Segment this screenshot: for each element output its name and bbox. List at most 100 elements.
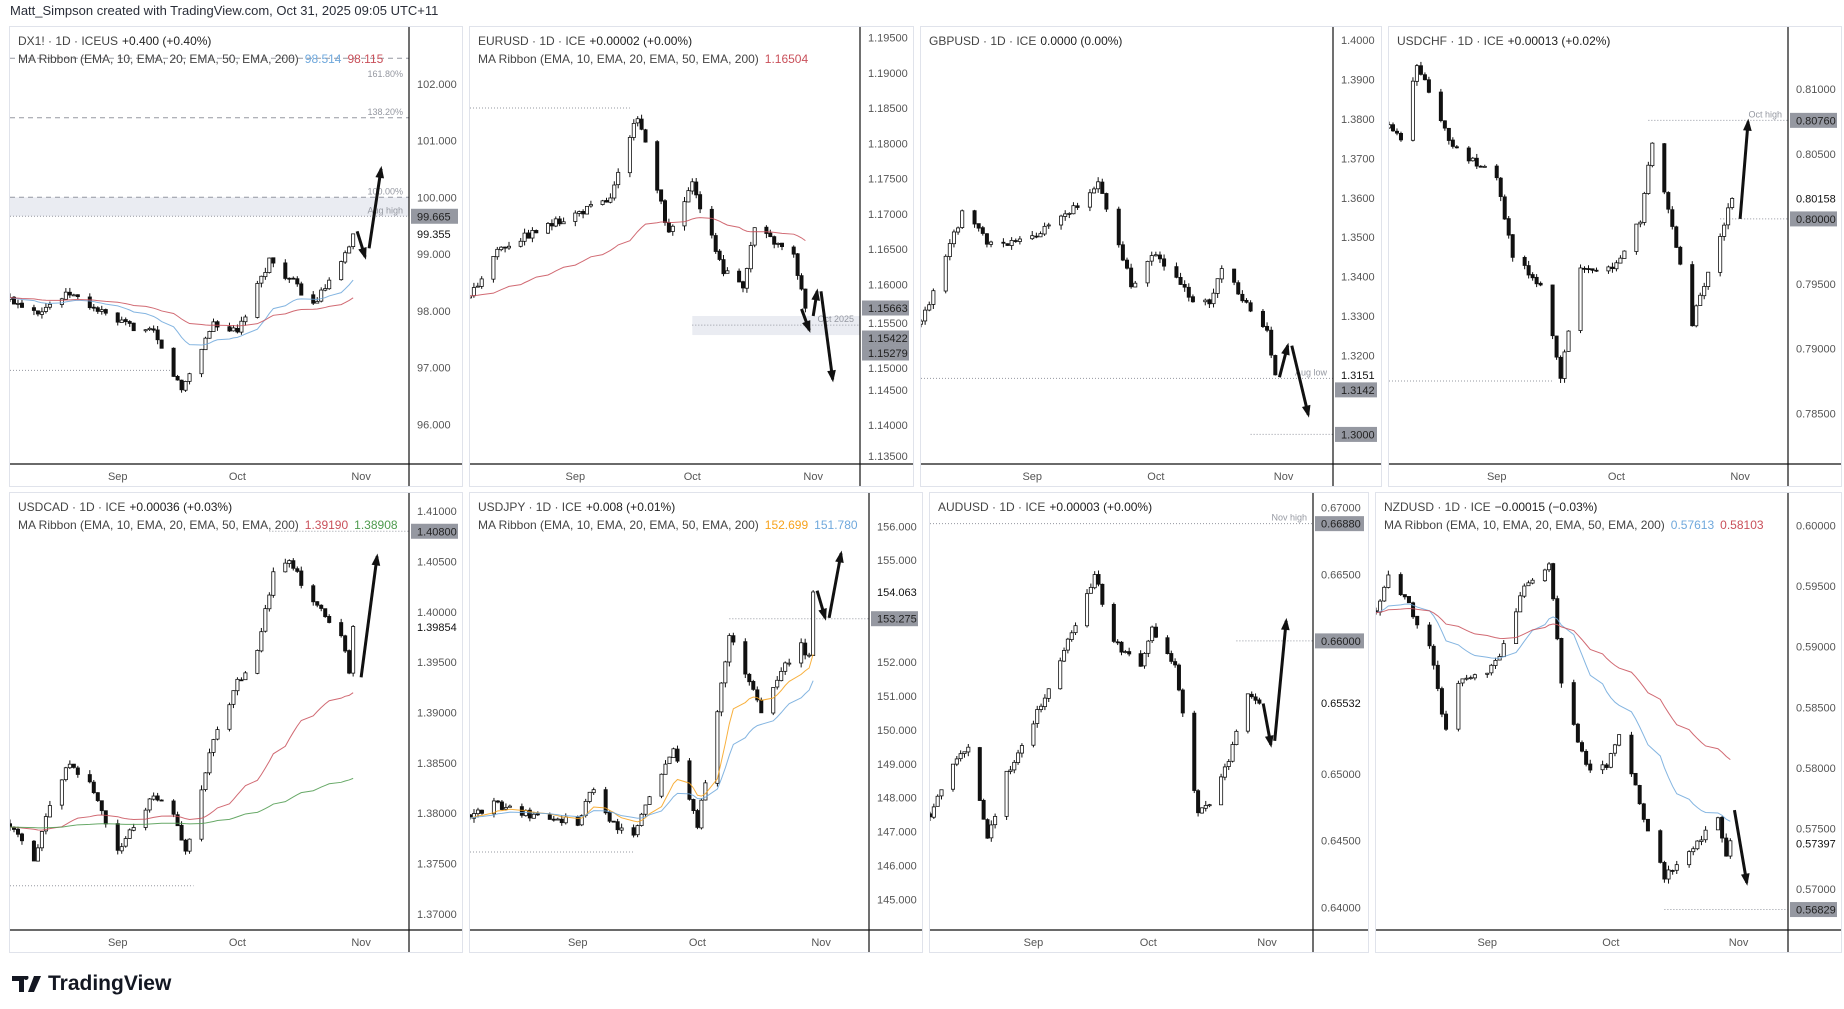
y-tick-label: 146.000	[877, 861, 917, 873]
candle	[779, 242, 784, 251]
price-label: 0.80158	[1796, 193, 1836, 205]
y-tick-label: 1.3500	[1341, 232, 1375, 244]
arrow-drawing[interactable]	[819, 291, 836, 383]
candle	[499, 246, 504, 252]
y-tick-label: 1.39000	[417, 708, 457, 720]
time-axis[interactable]	[10, 930, 409, 952]
chart-canvas[interactable]: Oct high 0.81000 0.80760 0.80500 0.80158 0.80…	[1389, 27, 1841, 486]
ma-ribbon-label[interactable]: MA Ribbon (EMA, 10, EMA, 20, EMA, 50, EM…	[18, 518, 299, 532]
candle	[1390, 122, 1395, 132]
arrow-drawing[interactable]	[811, 288, 820, 317]
candle	[187, 838, 192, 854]
chart-canvas[interactable]: Aug low 1.4000 1.3900 1.3800 1.3700 1.3600 1.3…	[921, 27, 1381, 486]
chart-panel-usdjpy[interactable]: USDJPY · 1D · ICE +0.008 (+0.01%) MA Ribbo…	[469, 492, 923, 953]
arrow-drawing[interactable]	[1732, 809, 1750, 886]
arrow-drawing[interactable]	[815, 590, 827, 621]
time-axis[interactable]	[921, 464, 1333, 486]
candle	[1724, 833, 1729, 857]
candle	[283, 558, 288, 573]
candle	[63, 766, 68, 782]
arrow-drawing[interactable]	[367, 165, 385, 249]
chart-panel-usdchf[interactable]: USDCHF · 1D · ICE +0.00013 (+0.02%) Oct hi…	[1388, 26, 1842, 487]
price-axis[interactable]	[409, 27, 462, 486]
symbol-title[interactable]: DX1! · 1D · ICEUS	[18, 34, 119, 48]
arrow-drawing[interactable]	[359, 553, 381, 678]
time-axis[interactable]	[10, 464, 409, 486]
chart-canvas[interactable]: 161.80% 138.20% 100.00% Aug high 102.000 101.…	[10, 27, 462, 486]
month-label: Sep	[1022, 471, 1042, 483]
chart-panel-usdcad[interactable]: USDCAD · 1D · ICE +0.00036 (+0.03%) MA Rib…	[9, 492, 463, 953]
price-axis[interactable]	[1313, 493, 1368, 952]
chart-canvas[interactable]: Nov high 0.67000 0.66880 0.66500 0.66000 0.65…	[930, 493, 1368, 952]
candle	[535, 811, 540, 816]
arrow-drawing[interactable]	[1738, 118, 1752, 220]
ma-ribbon-label[interactable]: MA Ribbon (EMA, 10, EMA, 20, EMA, 50, EM…	[478, 518, 759, 532]
candle	[811, 590, 816, 656]
chart-panel-gbpusd[interactable]: GBPUSD · 1D · ICE 0.0000 (0.00%) Aug low 1.…	[920, 26, 1382, 487]
candle	[1389, 121, 1392, 129]
symbol-title[interactable]: EURUSD · 1D · ICE	[478, 34, 586, 48]
candle	[1485, 672, 1490, 678]
month-label: Oct	[684, 471, 701, 483]
chart-credit: Matt_Simpson created with TradingView.co…	[10, 3, 439, 18]
tradingview-logo[interactable]: TradingView	[12, 972, 171, 996]
candle	[1406, 596, 1411, 604]
arrow-drawing[interactable]	[1273, 617, 1290, 741]
y-tick-label: 100.000	[417, 192, 457, 204]
time-axis[interactable]	[470, 464, 860, 486]
symbol-title[interactable]: NZDUSD · 1D · ICE	[1384, 500, 1491, 514]
candle	[518, 237, 523, 248]
chart-panel-nzdusd[interactable]: NZDUSD · 1D · ICE −0.00015 (−0.03%) MA Rib…	[1375, 492, 1842, 953]
candle	[1670, 206, 1675, 230]
symbol-title[interactable]: USDCAD · 1D · ICE	[18, 500, 126, 514]
chart-panel-dx1[interactable]: DX1! · 1D · ICEUS +0.400 (+0.40%) MA Ribbo…	[9, 26, 463, 487]
candle	[1092, 571, 1097, 590]
chart-canvas[interactable]: 0.60000 0.59500 0.59000 0.58500 0.58000 0.575…	[1376, 493, 1841, 952]
price-axis[interactable]	[1788, 27, 1841, 486]
price-axis[interactable]	[1788, 493, 1841, 952]
candle	[1153, 251, 1158, 257]
chart-panel-eurusd[interactable]: EURUSD · 1D · ICE +0.00002 (+0.00%) MA Rib…	[469, 26, 914, 487]
symbol-title[interactable]: AUDUSD · 1D · ICE	[938, 500, 1046, 514]
arrow-drawing[interactable]	[827, 550, 844, 619]
chart-canvas[interactable]: 1.41000 1.40800 1.40500 1.40000 1.39854 1.395…	[10, 493, 462, 952]
ma-ribbon-label[interactable]: MA Ribbon (EMA, 10, EMA, 20, EMA, 50, EM…	[1384, 518, 1665, 532]
price-axis[interactable]	[860, 27, 913, 486]
y-tick-label: 151.000	[877, 691, 917, 703]
arrow-drawing[interactable]	[1277, 342, 1290, 378]
candle	[179, 379, 184, 393]
candle	[1703, 826, 1708, 843]
candle	[1442, 120, 1447, 131]
price-label: 153.275	[877, 614, 917, 626]
chart-canvas[interactable]: Oct 2025 1.19500 1.19000 1.18500 1.18000 1.17…	[470, 27, 913, 486]
candle	[1008, 765, 1013, 775]
time-axis[interactable]	[1389, 464, 1788, 486]
y-tick-label: 1.40000	[417, 607, 457, 619]
price-axis[interactable]	[1333, 27, 1381, 486]
symbol-title[interactable]: USDJPY · 1D · ICE	[478, 500, 582, 514]
candle	[271, 567, 276, 598]
time-axis[interactable]	[1376, 930, 1788, 952]
time-axis[interactable]	[470, 930, 869, 952]
candle	[989, 240, 994, 248]
arrow-drawing[interactable]	[355, 230, 367, 260]
arrow-drawing[interactable]	[1290, 345, 1311, 418]
chart-canvas[interactable]: 156.000 155.000 154.063 153.275 152.000 151.0…	[470, 493, 922, 952]
candle	[1518, 591, 1523, 613]
symbol-title[interactable]: GBPUSD · 1D · ICE	[929, 34, 1037, 48]
candle	[604, 197, 609, 203]
arrow-drawing[interactable]	[800, 308, 811, 333]
symbol-title[interactable]: USDCHF · 1D · ICE	[1397, 34, 1504, 48]
ma-ribbon-label[interactable]: MA Ribbon (EMA, 10, EMA, 20, EMA, 50, EM…	[478, 52, 759, 66]
candle	[1009, 237, 1014, 250]
candle	[147, 798, 152, 813]
chart-panel-audusd[interactable]: AUDUSD · 1D · ICE +0.00003 (+0.00%) Nov hi…	[929, 492, 1369, 953]
arrow-drawing[interactable]	[1261, 703, 1274, 748]
candle	[151, 325, 156, 333]
level-label: Aug high	[367, 205, 403, 215]
price-axis[interactable]	[869, 493, 922, 952]
price-axis[interactable]	[409, 493, 462, 952]
time-axis[interactable]	[930, 930, 1313, 952]
ma-ribbon-label[interactable]: MA Ribbon (EMA, 10, EMA, 20, EMA, 50, EM…	[18, 52, 299, 66]
candle	[686, 187, 691, 203]
